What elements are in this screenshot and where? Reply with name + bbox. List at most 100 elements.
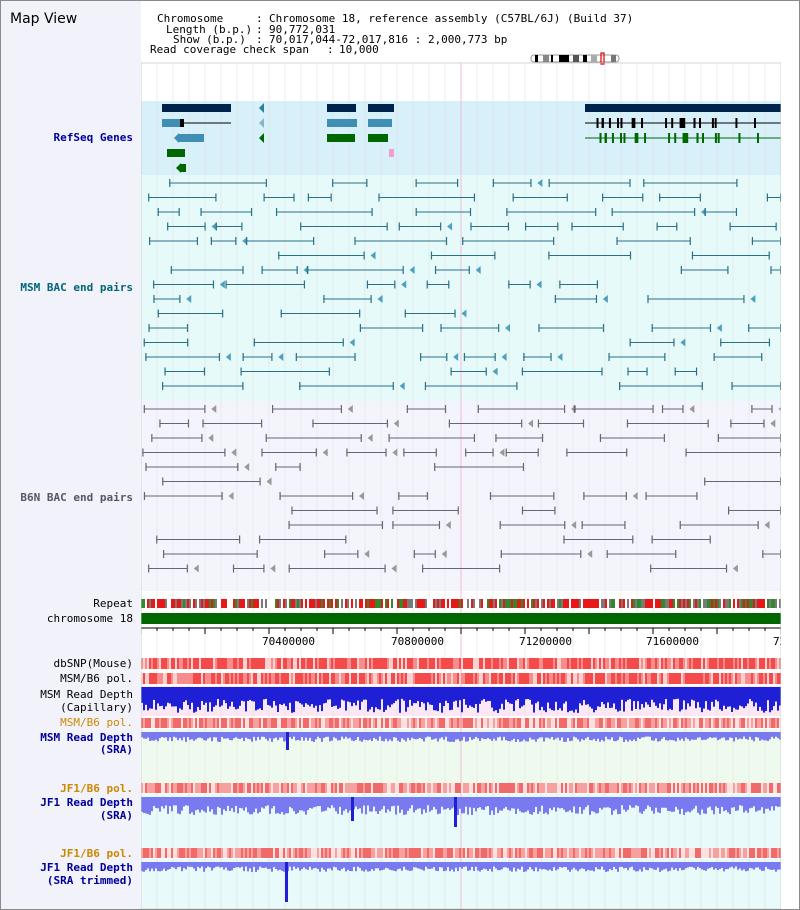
heat-cell [413, 783, 415, 793]
depth-bar [579, 687, 581, 704]
depth-bar [239, 797, 241, 808]
gene-exon [167, 149, 185, 157]
heat-cell [311, 673, 313, 684]
heat-cell [255, 718, 257, 728]
depth-bar [765, 862, 767, 867]
depth-bar [467, 687, 469, 708]
heat-cell [537, 658, 539, 669]
track-label-jf1-b6-pol-2: JF1/B6 pol. [60, 847, 133, 860]
heat-cell [333, 673, 335, 684]
heat-cell [545, 718, 547, 728]
heat-cell [513, 783, 515, 793]
heat-cell [625, 658, 627, 669]
depth-bar [625, 687, 627, 702]
heat-cell [615, 848, 617, 858]
depth-bar [611, 732, 613, 738]
heat-cell [693, 848, 695, 858]
heat-cell [491, 718, 493, 728]
chromosome-ideogram[interactable] [529, 52, 625, 66]
heat-cell [363, 673, 365, 684]
heat-cell [177, 848, 179, 858]
repeat-bar [287, 599, 289, 608]
depth-bar [313, 797, 315, 808]
depth-bar [335, 797, 337, 812]
bac-end [404, 309, 406, 318]
track-label-refseq[interactable]: RefSeq Genes [53, 131, 133, 144]
depth-bar [681, 732, 683, 739]
depth-bar [411, 862, 413, 871]
heat-cell [741, 658, 743, 669]
heat-cell [553, 673, 555, 684]
heat-cell [175, 848, 177, 858]
depth-bar [523, 862, 525, 872]
depth-bar [251, 687, 253, 702]
depth-bar [653, 797, 655, 814]
depth-bar [627, 732, 629, 742]
heat-cell [581, 718, 583, 728]
repeat-bar [747, 599, 749, 608]
depth-bar [145, 687, 147, 705]
heat-cell [331, 783, 333, 793]
track-area[interactable]: 70400000 70800000 71200000 71600000 7200 [141, 1, 799, 909]
heat-cell [333, 783, 335, 793]
depth-bar [571, 732, 573, 741]
depth-bar [391, 797, 393, 807]
depth-bar [227, 687, 229, 709]
depth-bar [725, 732, 727, 741]
heat-cell [555, 783, 557, 793]
heat-cell [297, 783, 299, 793]
heat-cell [743, 783, 745, 793]
heat-cell [517, 673, 519, 684]
heat-cell [655, 673, 657, 684]
depth-bar [543, 862, 545, 869]
depth-bar [759, 797, 761, 811]
track-label-b6n-bac[interactable]: B6N BAC end pairs [20, 491, 133, 504]
depth-bar [401, 687, 403, 699]
heat-cell [591, 848, 593, 858]
bac-end [757, 521, 759, 529]
heat-cell [345, 658, 347, 669]
depth-bar [729, 687, 731, 707]
bac-arrow [680, 338, 686, 347]
heat-cell [749, 673, 751, 684]
heat-cell [343, 848, 345, 858]
bac-arrow [322, 448, 328, 457]
heat-cell [487, 848, 489, 858]
track-label-jf1-read-depth: JF1 Read Depth [40, 796, 133, 809]
depth-bar [275, 687, 277, 706]
heat-cell [745, 673, 747, 684]
heat-cell [405, 718, 407, 728]
heat-cell [355, 783, 357, 793]
heat-cell [477, 673, 479, 684]
heat-cell [413, 673, 415, 684]
heat-cell [183, 718, 185, 728]
depth-bar [509, 732, 511, 742]
heat-cell [527, 848, 529, 858]
repeat-bar [249, 599, 251, 608]
heat-cell [389, 783, 391, 793]
heat-cell [445, 658, 447, 669]
track-label-msm-bac[interactable]: MSM BAC end pairs [20, 281, 133, 294]
heat-cell [511, 848, 513, 858]
heat-cell [347, 718, 349, 728]
heat-cell [777, 783, 779, 793]
depth-bar [209, 732, 211, 738]
heat-cell [205, 673, 207, 684]
depth-bar [359, 797, 361, 809]
heat-cell [481, 783, 483, 793]
depth-bar [577, 732, 579, 740]
repeat-bar [759, 599, 761, 608]
depth-bar [319, 862, 321, 872]
heat-cell [479, 783, 481, 793]
track-canvas[interactable] [141, 1, 781, 909]
heat-cell [207, 658, 209, 669]
heat-cell [651, 783, 653, 793]
depth-bar [235, 797, 237, 806]
heat-cell [515, 658, 517, 669]
depth-bar [637, 797, 639, 807]
heat-cell [367, 848, 369, 858]
heat-cell [425, 673, 427, 684]
heat-cell [609, 718, 611, 728]
depth-bar [583, 687, 585, 701]
bac-end [363, 251, 365, 260]
